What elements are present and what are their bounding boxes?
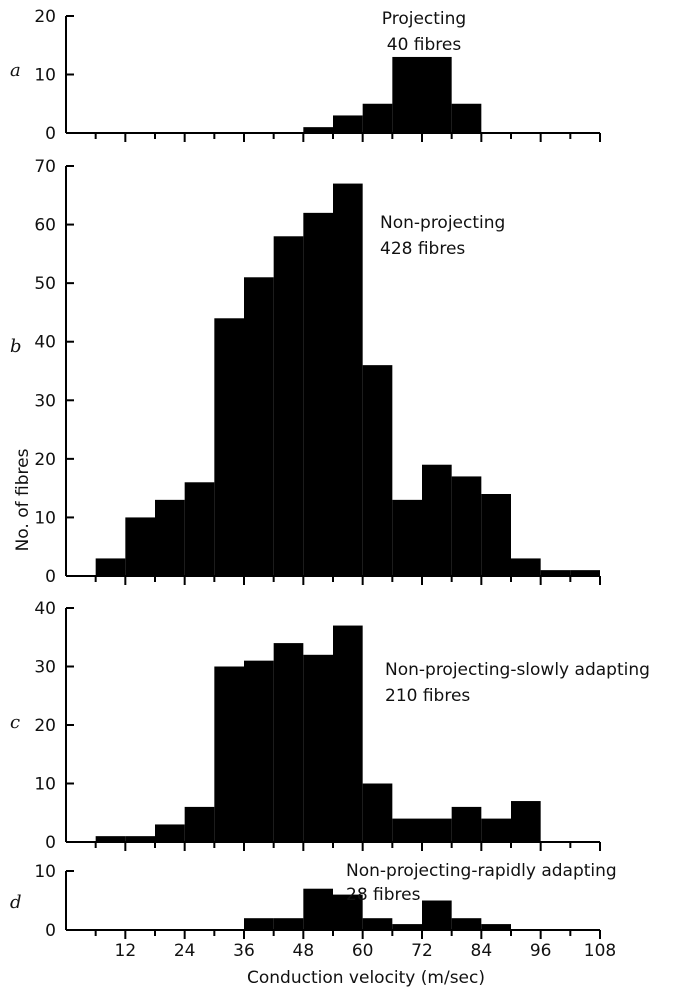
x-tick-label: 48 xyxy=(293,941,315,961)
bar xyxy=(363,784,393,843)
x-axis-title: Conduction velocity (m/sec) xyxy=(247,968,485,988)
bar xyxy=(422,57,452,133)
y-tick-label: 0 xyxy=(45,921,56,941)
bar xyxy=(452,807,482,842)
bar xyxy=(303,655,333,842)
panel-letter: b xyxy=(10,336,22,357)
bar xyxy=(392,500,422,576)
bar xyxy=(185,807,215,842)
panel-annotation: Projecting xyxy=(382,9,466,29)
bar xyxy=(214,318,244,576)
bar xyxy=(274,643,304,842)
y-tick-label: 60 xyxy=(34,216,56,236)
bar xyxy=(363,918,393,930)
bar xyxy=(244,918,274,930)
bar xyxy=(303,213,333,576)
panel-letter: d xyxy=(10,892,22,913)
bar xyxy=(214,667,244,843)
panel-b: b 0 10 20 30 40 50 60 70 Non-projecting 428 fibres xyxy=(10,157,600,587)
y-tick-label: 10 xyxy=(34,66,56,86)
x-tick-label: 84 xyxy=(471,941,493,961)
bar xyxy=(363,365,393,576)
panel-letter: a xyxy=(10,60,21,81)
y-tick-label: 20 xyxy=(34,7,56,27)
y-tick-label: 40 xyxy=(34,333,56,353)
bar xyxy=(452,104,482,133)
bar xyxy=(333,115,363,133)
panel-c: c 0 10 20 30 40 Non-projecting-slowly adapting… xyxy=(10,599,650,853)
bar xyxy=(392,57,422,133)
bar xyxy=(125,517,155,576)
x-tick-label: 36 xyxy=(233,941,255,961)
x-tick-label: 96 xyxy=(530,941,552,961)
bar xyxy=(452,476,482,576)
x-tick-label: 12 xyxy=(115,941,137,961)
y-tick-label: 20 xyxy=(34,716,56,736)
panel-annotation: Non-projecting-slowly adapting xyxy=(385,660,650,680)
bar xyxy=(422,465,452,576)
panel-annotation: 428 fibres xyxy=(380,239,465,259)
y-tick-label: 20 xyxy=(34,450,56,470)
x-tick-label: 108 xyxy=(584,941,616,961)
panel-annotation: 40 fibres xyxy=(387,35,462,55)
panel-annotation: Non-projecting xyxy=(380,213,505,233)
bar xyxy=(244,661,274,842)
bar xyxy=(422,819,452,842)
y-tick-label: 30 xyxy=(34,658,56,678)
bar xyxy=(363,104,393,133)
panel-letter: c xyxy=(10,712,20,733)
bar xyxy=(303,889,333,930)
y-tick-label: 30 xyxy=(34,391,56,411)
bar xyxy=(185,482,215,576)
panel-annotation: Non-projecting-rapidly adapting xyxy=(346,861,617,881)
bar xyxy=(422,901,452,931)
bar xyxy=(274,918,304,930)
bar xyxy=(96,558,126,576)
y-tick-label: 70 xyxy=(34,157,56,177)
bar xyxy=(155,824,185,842)
y-tick-label: 10 xyxy=(34,775,56,795)
y-tick-label: 0 xyxy=(45,567,56,587)
bar xyxy=(155,500,185,576)
bar xyxy=(333,626,363,842)
bar xyxy=(511,558,541,576)
y-tick-label: 0 xyxy=(45,833,56,853)
bar xyxy=(511,801,541,842)
x-tick-label: 60 xyxy=(352,941,374,961)
bar xyxy=(392,819,422,842)
y-tick-label: 40 xyxy=(34,599,56,619)
panel-annotation: 28 fibres xyxy=(346,885,421,905)
panel-d: d 0 10 Non-projecting-rapidly adapting 28 fi… xyxy=(10,861,617,941)
x-tick-label: 24 xyxy=(174,941,196,961)
panel-a: a 0 10 20 Projecting 40 fibres xyxy=(10,7,600,144)
bar xyxy=(244,277,274,576)
y-tick-label: 10 xyxy=(34,508,56,528)
y-axis-title: No. of fibres xyxy=(13,448,33,551)
y-tick-label: 10 xyxy=(34,862,56,882)
y-tick-label: 50 xyxy=(34,274,56,294)
bar xyxy=(274,236,304,576)
bar xyxy=(481,819,511,842)
bar xyxy=(333,184,363,576)
x-tick-label: 72 xyxy=(411,941,433,961)
bar xyxy=(452,918,482,930)
y-tick-label: 0 xyxy=(45,124,56,144)
bar xyxy=(481,494,511,576)
panel-annotation: 210 fibres xyxy=(385,686,470,706)
